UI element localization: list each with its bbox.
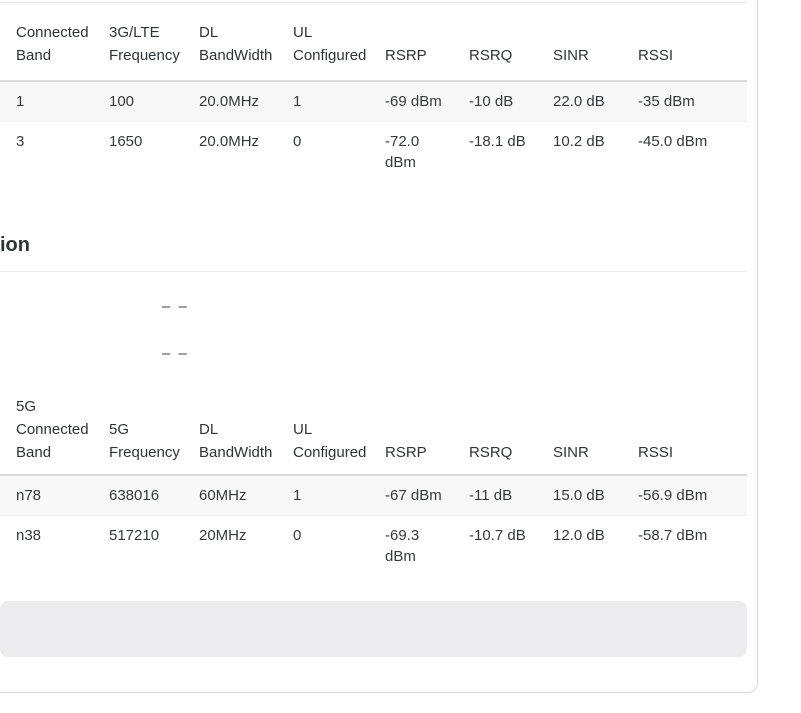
table-row: n38 517210 20MHz 0 -69.3 dBm -10.7 dB 12… — [0, 516, 747, 577]
header-ul-configured: UL Configured — [277, 2, 369, 82]
cell-rsrq: -11 dB — [453, 475, 537, 516]
cell-sinr: 22.0 dB — [537, 81, 622, 122]
nr-carrier-table: 5G Connected Band 5G Frequency DL BandWi… — [0, 380, 747, 576]
section-heading: ion — [0, 231, 747, 272]
header-dl-bandwidth: DL BandWidth — [183, 2, 277, 82]
cell-5g-frequency: 517210 — [109, 527, 160, 544]
lte-table-header-row: Connected Band 3G/LTE Frequency DL BandW… — [0, 2, 747, 82]
cell-5g-frequency: 638016 — [93, 475, 183, 516]
cell-dl-bandwidth: 20MHz — [199, 527, 247, 544]
bottom-action-bar[interactable] — [0, 601, 747, 657]
cell-rsrq: -18.1 dB — [469, 133, 526, 150]
cell-rsrp: -67 dBm — [369, 475, 453, 516]
cell-sinr: 12.0 dB — [553, 527, 605, 544]
cell-rsrq: -10.7 dB — [469, 527, 526, 544]
header-sinr: SINR — [537, 380, 622, 476]
cell-rssi: -58.7 dBm — [638, 527, 708, 544]
panel-content: Connected Band 3G/LTE Frequency DL BandW… — [0, 2, 747, 657]
cell-rsrp: -69 dBm — [369, 81, 453, 122]
cell-rssi: -56.9 dBm — [622, 475, 747, 516]
cell-dl-bandwidth: 20.0MHz — [199, 133, 260, 150]
cell-rssi: -35 dBm — [622, 81, 747, 122]
cell-5g-connected-band: n38 — [16, 527, 42, 544]
cell-frequency: 100 — [93, 81, 183, 122]
lte-carrier-table: Connected Band 3G/LTE Frequency DL BandW… — [0, 2, 747, 182]
cell-connected-band: 3 — [16, 133, 25, 150]
cell-ul-configured: 0 — [293, 527, 302, 544]
header-connected-band: Connected Band — [0, 2, 93, 82]
table-row: 3 1650 20.0MHz 0 -72.0 dBm -18.1 dB 10.2… — [0, 122, 747, 183]
table-row: n78 638016 60MHz 1 -67 dBm -11 dB 15.0 d… — [0, 475, 747, 516]
header-rsrq: RSRQ — [453, 380, 537, 476]
cell-5g-connected-band: n78 — [0, 475, 93, 516]
cell-frequency: 1650 — [109, 133, 143, 150]
status-value-dashes: – – — [162, 345, 189, 362]
status-value-dashes: – – — [162, 298, 189, 315]
cell-rsrq: -10 dB — [453, 81, 537, 122]
header-lte-frequency: 3G/LTE Frequency — [93, 2, 183, 82]
header-rsrp: RSRP — [369, 2, 453, 82]
nr-table-header-row: 5G Connected Band 5G Frequency DL BandWi… — [0, 380, 747, 476]
cell-connected-band: 1 — [0, 81, 93, 122]
header-5g-frequency: 5G Frequency — [93, 380, 183, 476]
header-sinr: SINR — [537, 2, 622, 82]
cell-dl-bandwidth: 20.0MHz — [183, 81, 277, 122]
header-rsrq: RSRQ — [453, 2, 537, 82]
header-rsrp: RSRP — [369, 380, 453, 476]
cell-ul-configured: 1 — [277, 475, 369, 516]
cell-rsrp: -72.0 dBm — [385, 133, 420, 171]
header-rssi: RSSI — [622, 2, 747, 82]
cell-ul-configured: 1 — [277, 81, 369, 122]
header-ul-configured: UL Configured — [277, 380, 369, 476]
header-dl-bandwidth: DL BandWidth — [183, 380, 277, 476]
cell-sinr: 10.2 dB — [553, 133, 605, 150]
cell-rssi: -45.0 dBm — [638, 133, 708, 150]
cell-ul-configured: 0 — [293, 133, 302, 150]
cell-sinr: 15.0 dB — [537, 475, 622, 516]
header-5g-connected-band: 5G Connected Band — [0, 380, 93, 476]
cell-dl-bandwidth: 60MHz — [183, 475, 277, 516]
cell-rsrp: -69.3 dBm — [385, 527, 420, 565]
table-row: 1 100 20.0MHz 1 -69 dBm -10 dB 22.0 dB -… — [0, 81, 747, 122]
header-rssi: RSSI — [622, 380, 747, 476]
